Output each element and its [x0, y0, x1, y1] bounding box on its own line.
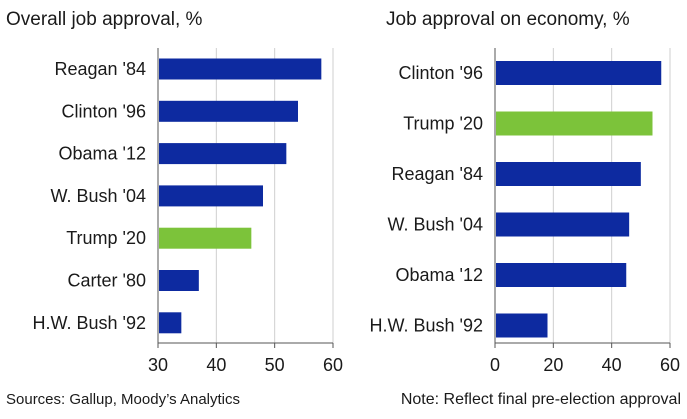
- tick-label-economy-1: 20: [543, 355, 563, 375]
- category-label-economy-reagan-84: Reagan '84: [391, 164, 483, 184]
- bar-overall-clinton-96: [159, 100, 298, 122]
- category-label-overall-clinton-96: Clinton '96: [62, 101, 147, 121]
- category-label-economy-w-bush-04: W. Bush '04: [388, 215, 483, 235]
- bar-overall-h-w-bush-92: [159, 312, 182, 334]
- bar-overall-carter-80: [159, 270, 199, 291]
- chart-title-economy: Job approval on economy, %: [386, 9, 630, 30]
- bar-economy-obama-12: [496, 263, 627, 287]
- tick-label-economy-2: 40: [602, 355, 622, 375]
- source-note: Sources: Gallup, Moody’s Analytics: [6, 391, 241, 408]
- bar-economy-w-bush-04: [496, 212, 630, 237]
- bar-economy-clinton-96: [496, 61, 662, 85]
- bar-overall-trump-20: [159, 227, 252, 249]
- chart-overall: Overall job approval, % 30 40 50 60 Reagan '8…: [6, 9, 343, 375]
- bar-overall-obama-12: [159, 143, 287, 165]
- category-label-overall-h-w-bush-92: H.W. Bush '92: [33, 313, 146, 333]
- tick-label-overall-2: 50: [265, 355, 285, 375]
- tick-label-economy-0: 0: [490, 355, 500, 375]
- bar-economy-reagan-84: [496, 162, 641, 186]
- tick-label-overall-0: 30: [148, 355, 168, 375]
- tick-label-overall-1: 40: [206, 355, 226, 375]
- bar-overall-w-bush-04: [159, 185, 263, 207]
- category-label-economy-obama-12: Obama '12: [396, 265, 484, 285]
- tick-label-economy-3: 60: [660, 355, 680, 375]
- category-label-overall-reagan-84: Reagan '84: [54, 59, 146, 79]
- bar-economy-trump-20: [496, 111, 653, 136]
- chart-title-overall: Overall job approval, %: [6, 9, 203, 30]
- category-label-economy-trump-20: Trump '20: [403, 114, 483, 134]
- footnote: Note: Reflect final pre-election approva…: [400, 391, 681, 408]
- bar-economy-h-w-bush-92: [496, 313, 548, 338]
- category-label-overall-obama-12: Obama '12: [59, 144, 147, 164]
- bar-overall-reagan-84: [159, 58, 322, 80]
- category-label-economy-h-w-bush-92: H.W. Bush '92: [370, 316, 483, 336]
- category-label-overall-trump-20: Trump '20: [66, 228, 146, 248]
- tick-label-overall-3: 60: [323, 355, 343, 375]
- category-label-overall-w-bush-04: W. Bush '04: [51, 186, 146, 206]
- chart-economy: Job approval on economy, % 0 20 40 60 Clinton…: [370, 9, 681, 375]
- category-label-economy-clinton-96: Clinton '96: [399, 63, 484, 83]
- category-label-overall-carter-80: Carter '80: [68, 271, 146, 291]
